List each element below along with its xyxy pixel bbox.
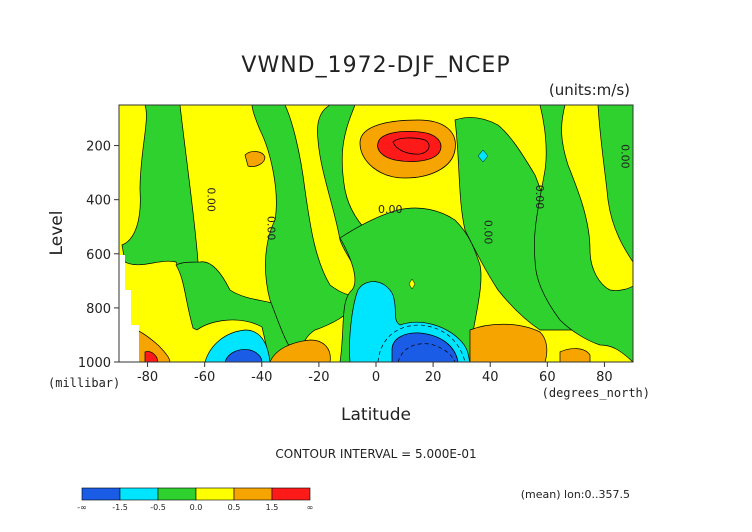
x-tick-label: -20 [308,370,329,385]
x-axis-ticks: -80 -60 -40 -20 0 20 40 60 80 [137,362,613,385]
contour-label: 0.00 [264,216,277,241]
y-tick-label: 600 [86,248,111,263]
y-tick-label: 1000 [78,356,111,371]
y-units: (millibar) [48,376,120,390]
plot-area [119,105,633,362]
orange-low-midsouth [269,339,331,362]
contour-label: 0.00 [482,220,495,245]
dashed-contour-2 [397,343,456,362]
green-column-midsouth [251,105,377,362]
yellow-dot-central [408,278,416,290]
x-tick-label: -60 [194,370,215,385]
dashed-contour-1 [377,324,466,362]
colorbar-label: ∞ [307,503,314,512]
blue-min-central [391,332,459,362]
x-tick-label: 60 [539,370,556,385]
x-tick-label: -40 [251,370,272,385]
x-axis-title: Latitude [341,405,411,425]
x-tick-label: -80 [137,370,158,385]
y-axis-title: Level [47,211,67,256]
colorbar-swatch [157,487,197,501]
colorbar-swatch [195,487,235,501]
x-tick-label: 20 [425,370,442,385]
missing-data [119,255,139,362]
contour-label: 0.00 [205,187,218,212]
colorbar-label: 0.0 [190,503,203,512]
y-tick-label: 800 [86,302,111,317]
colorbar: -∞ -1.5 -0.5 0.0 0.5 1.5 ∞ [77,487,314,512]
cyan-dot-north [477,149,489,163]
x-tick-label: 40 [482,370,499,385]
chart-title: VWND_1972-DJF_NCEP [241,53,510,78]
y-axis-ticks: 200 400 600 800 1000 [78,140,119,371]
units-note: (units:m/s) [549,81,630,99]
y-tick-label: 400 [86,194,111,209]
colorbar-swatch [271,487,311,501]
green-band-north-b [534,105,633,362]
red-jet-inner [392,137,430,155]
x-tick-label: 0 [372,370,380,385]
contour-label: 0.00 [378,203,403,216]
blue-min-south [224,349,263,362]
red-jet-core [377,131,442,162]
colorbar-label: -0.5 [150,503,166,512]
colorbar-label: 0.5 [228,503,241,512]
x-tick-label: 80 [596,370,613,385]
green-band-north-c [597,105,633,263]
contour-interval: CONTOUR INTERVAL = 5.000E-01 [275,447,476,461]
colorbar-swatch [233,487,273,501]
y-tick-label: 200 [86,140,111,155]
x-units: (degrees_north) [542,386,650,400]
contour-labels: 0.00 0.00 0.00 0.00 0.00 0.00 [205,144,632,244]
colorbar-label: -1.5 [112,503,128,512]
orange-patch-south [244,151,266,167]
orange-low-north [469,323,548,362]
colorbar-label: 1.5 [266,503,279,512]
red-low-south [144,351,159,362]
colorbar-swatch [81,487,121,501]
colorbar-label: -∞ [77,503,87,512]
footnote: (mean) lon:0..357.5 [521,488,630,501]
contour-label: 0.00 [619,144,632,169]
colorbar-swatch [119,487,159,501]
orange-low-south [130,327,171,362]
contour-label: 0.00 [533,185,546,210]
orange-low-north-b [559,348,591,362]
